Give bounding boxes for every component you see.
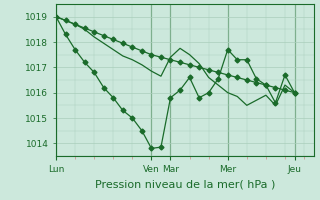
X-axis label: Pression niveau de la mer( hPa ): Pression niveau de la mer( hPa ) — [95, 180, 275, 190]
